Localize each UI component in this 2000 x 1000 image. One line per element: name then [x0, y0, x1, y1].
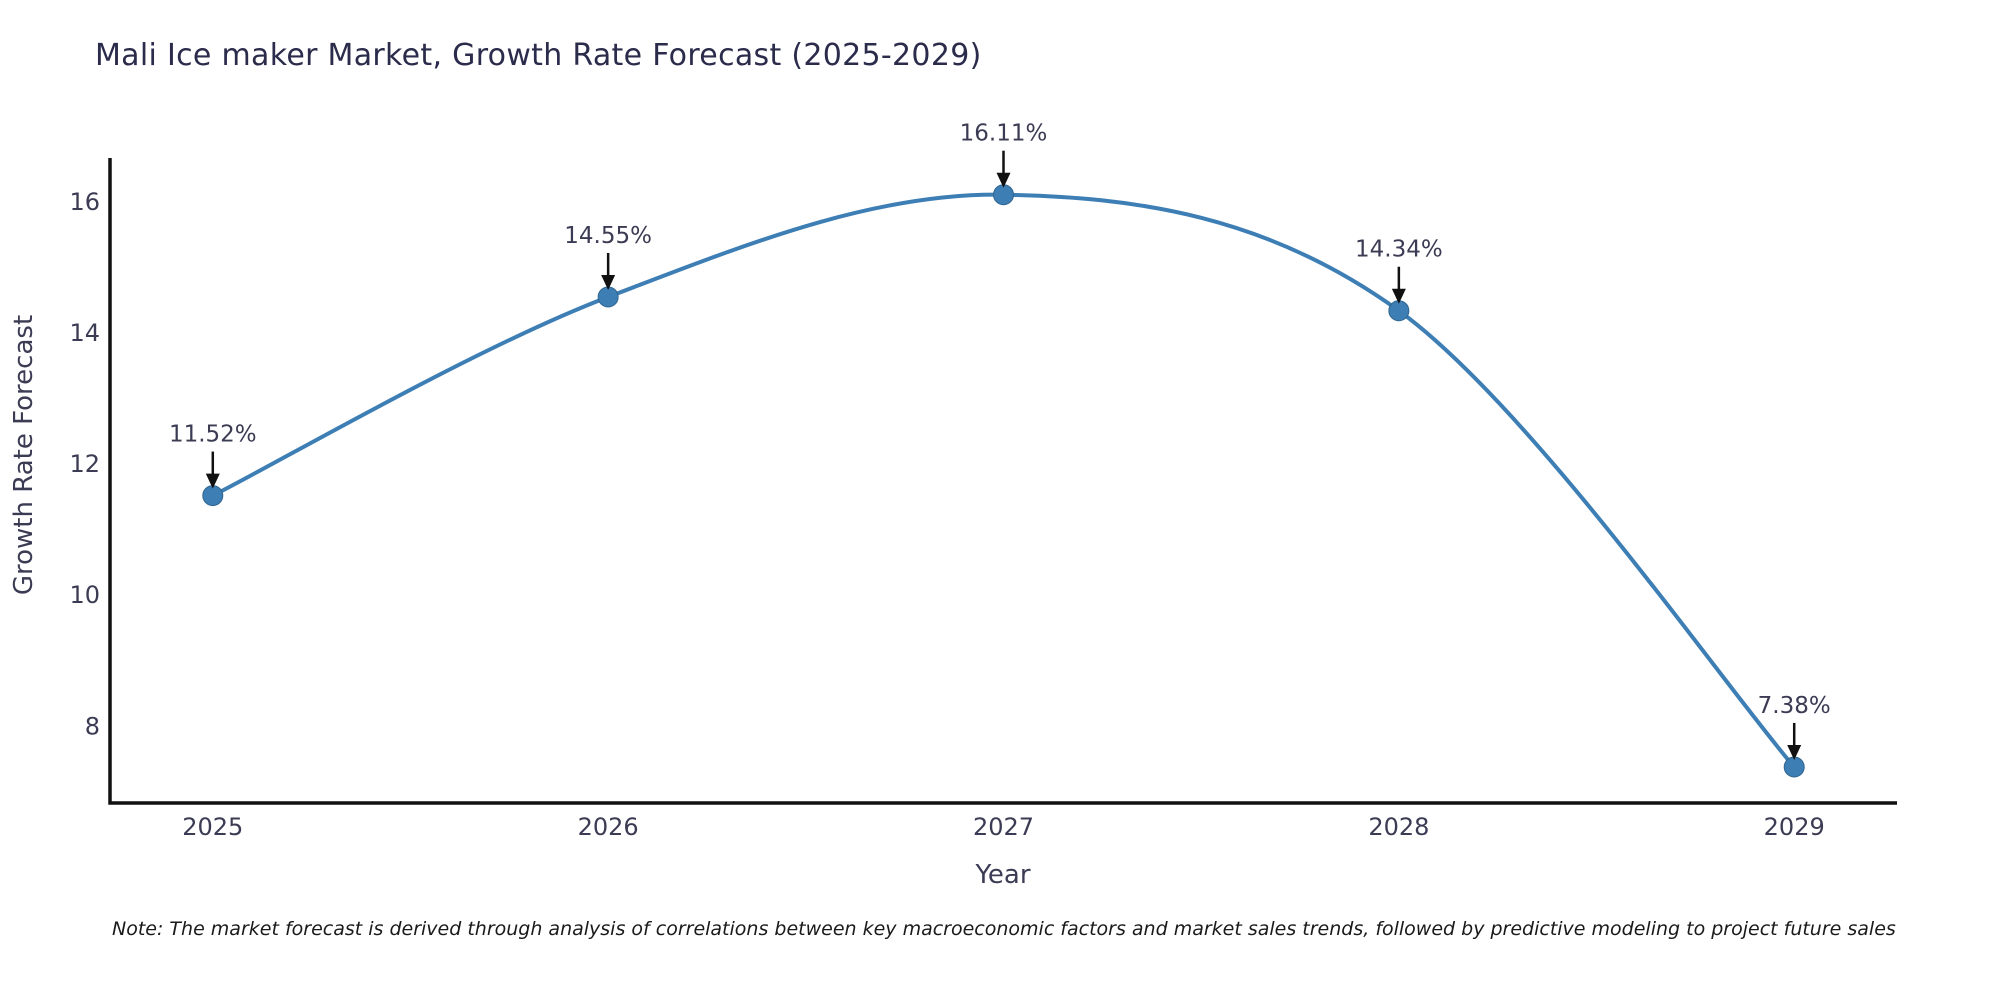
y-tick-label: 12: [69, 450, 100, 478]
x-tick-label: 2028: [1368, 813, 1429, 841]
annotation-arrow-head: [1391, 288, 1406, 304]
x-tick-label: 2026: [578, 813, 639, 841]
annotation-arrow-head: [1787, 744, 1802, 760]
chart-note: Note: The market forecast is derived thr…: [112, 918, 1896, 940]
y-axis-title: Growth Rate Forecast: [9, 314, 39, 596]
chart-title: Mali Ice maker Market, Growth Rate Forec…: [95, 38, 982, 73]
y-tick-label: 8: [85, 712, 100, 740]
x-tick-label: 2025: [182, 813, 243, 841]
data-point-label: 16.11%: [960, 121, 1048, 147]
axis-spines: [108, 158, 1897, 805]
x-tick-label: 2027: [973, 813, 1034, 841]
data-point-label: 14.34%: [1355, 237, 1443, 263]
y-tick-label: 14: [69, 319, 100, 347]
x-axis-title: Year: [975, 860, 1031, 890]
y-tick-label: 16: [69, 188, 100, 216]
x-tick-label: 2029: [1764, 813, 1825, 841]
annotation-arrow-head: [205, 473, 220, 489]
forecast-line: [210, 192, 1797, 769]
data-point-label: 7.38%: [1758, 693, 1831, 719]
data-point-label: 14.55%: [564, 223, 652, 249]
annotation-arrow-head: [601, 274, 616, 290]
data-point-label: 11.52%: [169, 422, 257, 448]
y-tick-label: 10: [69, 581, 100, 609]
annotation-arrow-head: [996, 172, 1011, 188]
